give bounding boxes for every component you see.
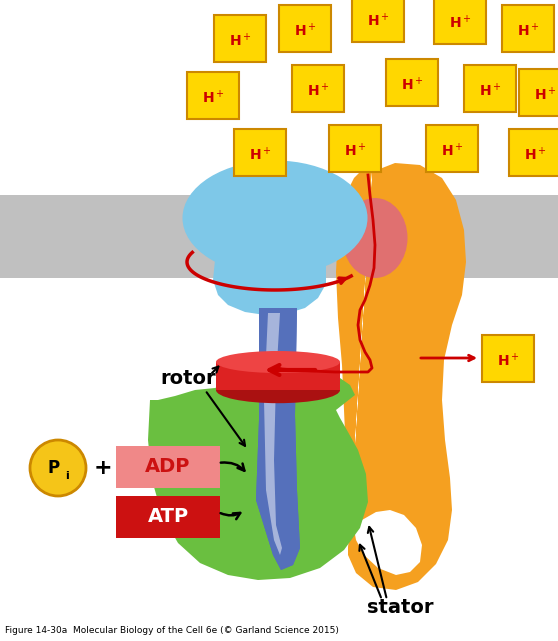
Ellipse shape [216, 351, 340, 373]
FancyBboxPatch shape [234, 128, 286, 176]
Text: Figure 14-30a  Molecular Biology of the Cell 6e (© Garland Science 2015): Figure 14-30a Molecular Biology of the C… [5, 626, 339, 635]
FancyBboxPatch shape [279, 4, 331, 51]
FancyBboxPatch shape [434, 0, 486, 44]
Text: H$^+$: H$^+$ [479, 81, 501, 99]
FancyBboxPatch shape [292, 65, 344, 112]
Text: H$^+$: H$^+$ [294, 22, 316, 39]
FancyBboxPatch shape [502, 4, 554, 51]
Text: H$^+$: H$^+$ [517, 22, 540, 39]
Text: H$^+$: H$^+$ [441, 142, 463, 159]
Text: rotor: rotor [160, 369, 215, 388]
Bar [0, 195, 558, 278]
FancyBboxPatch shape [519, 69, 558, 115]
FancyBboxPatch shape [464, 65, 516, 112]
FancyBboxPatch shape [214, 15, 266, 62]
FancyBboxPatch shape [116, 496, 220, 538]
Text: H$^+$: H$^+$ [533, 86, 556, 103]
Text: i: i [65, 471, 69, 481]
Text: stator: stator [367, 598, 433, 617]
Polygon shape [256, 308, 300, 570]
FancyArrowPatch shape [221, 462, 244, 470]
Ellipse shape [182, 160, 368, 276]
Polygon shape [148, 368, 368, 580]
Text: H$^+$: H$^+$ [249, 146, 271, 163]
Text: P: P [48, 459, 60, 477]
FancyBboxPatch shape [187, 72, 239, 119]
Text: H$^+$: H$^+$ [344, 142, 367, 159]
Polygon shape [213, 218, 326, 315]
Text: H$^+$: H$^+$ [401, 76, 424, 93]
Text: H$^+$: H$^+$ [523, 146, 546, 163]
FancyBboxPatch shape [386, 58, 438, 106]
FancyArrowPatch shape [220, 513, 240, 519]
FancyBboxPatch shape [116, 446, 220, 488]
Polygon shape [256, 308, 300, 570]
Text: H$^+$: H$^+$ [229, 31, 251, 49]
FancyBboxPatch shape [426, 124, 478, 172]
Polygon shape [336, 163, 466, 590]
Polygon shape [264, 313, 282, 555]
Ellipse shape [216, 377, 340, 403]
FancyBboxPatch shape [509, 128, 558, 176]
Text: H$^+$: H$^+$ [367, 12, 389, 29]
Text: ADP: ADP [145, 458, 191, 476]
Text: +: + [94, 458, 112, 478]
Ellipse shape [343, 198, 407, 278]
Text: H$^+$: H$^+$ [497, 352, 519, 369]
Text: H$^+$: H$^+$ [449, 13, 472, 31]
FancyBboxPatch shape [352, 0, 404, 42]
FancyBboxPatch shape [482, 335, 534, 381]
Text: H$^+$: H$^+$ [307, 81, 329, 99]
Polygon shape [264, 313, 282, 555]
Text: H$^+$: H$^+$ [201, 88, 224, 106]
FancyBboxPatch shape [329, 124, 381, 172]
Bar [216, 362, 340, 390]
Circle shape [30, 440, 86, 496]
Text: ATP: ATP [147, 508, 189, 526]
